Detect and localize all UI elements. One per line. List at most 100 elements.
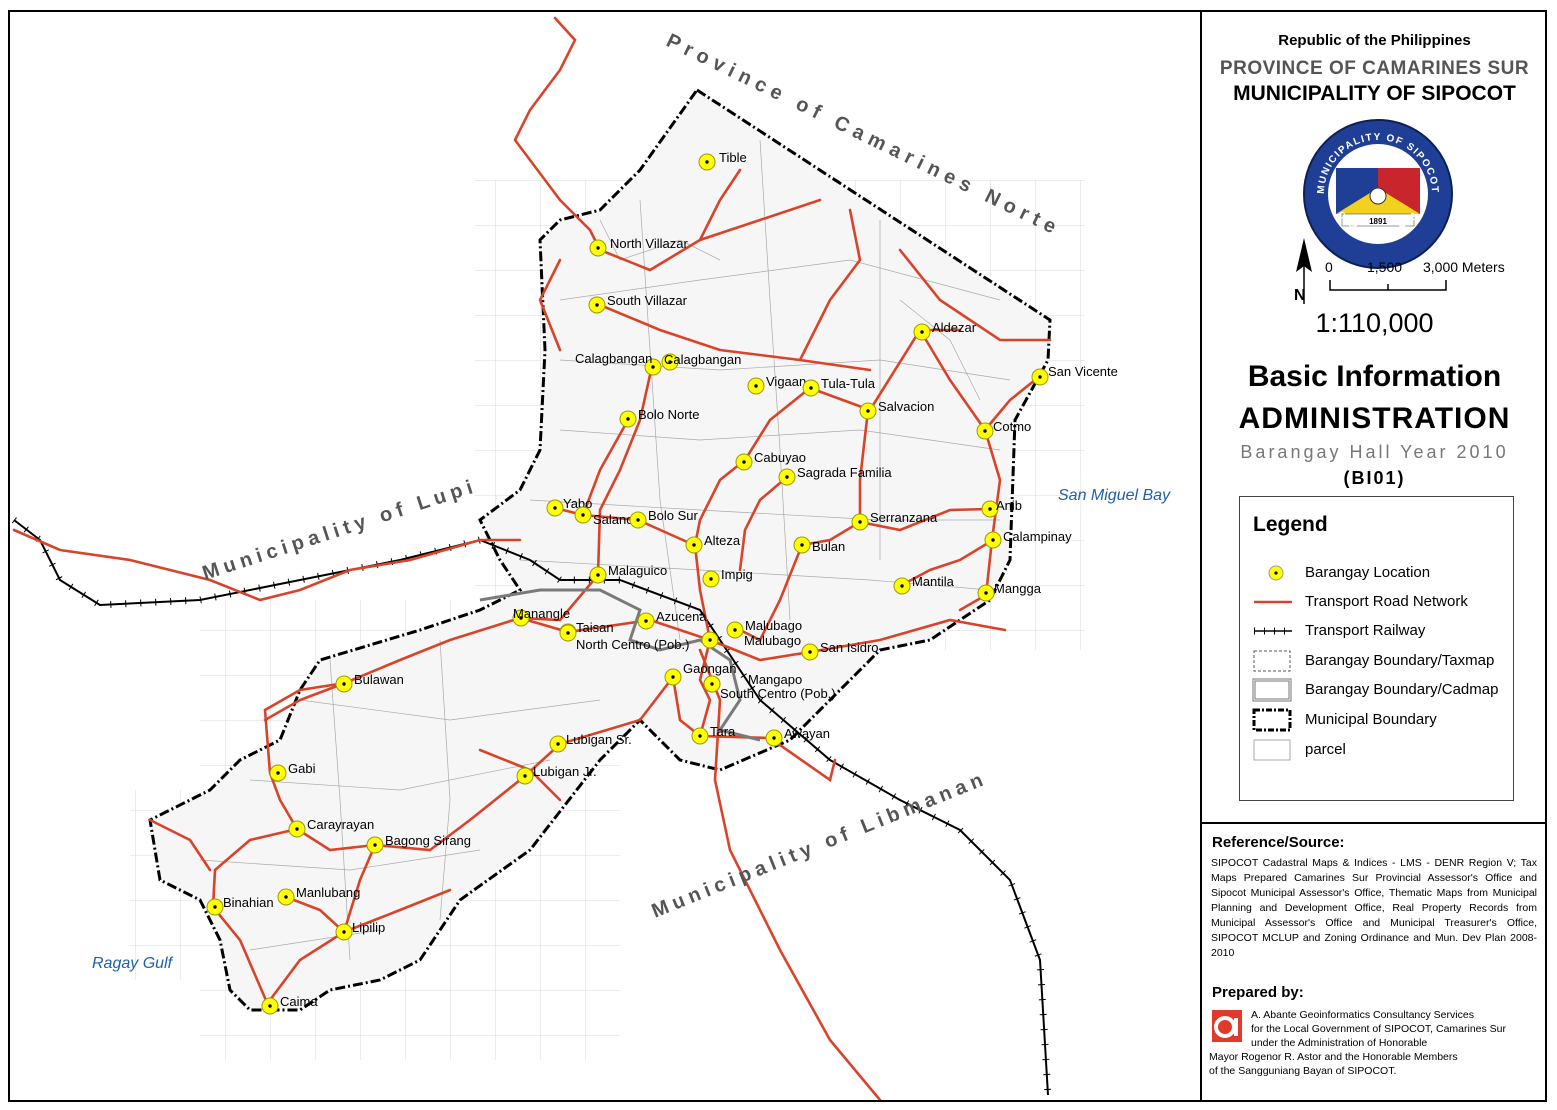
barangay-label: Bolo Norte	[638, 407, 699, 422]
map-frame	[8, 10, 1547, 1102]
barangay-marker[interactable]: Tula-Tula	[802, 376, 876, 397]
barangay-marker[interactable]: South Villazar	[588, 293, 688, 314]
barangay-marker[interactable]: Manangle	[512, 606, 570, 627]
republic-heading: Republic of the Philippines	[1278, 32, 1471, 49]
barangay-marker[interactable]: North Villazar	[589, 236, 688, 257]
barangay-dot-center	[709, 577, 713, 581]
barangay-marker[interactable]: Serranzana	[851, 510, 938, 531]
reference-text: SIPOCOT Cadastral Maps & Indices - LMS -…	[1211, 857, 1537, 959]
barangay-marker[interactable]: San Isidro	[801, 640, 879, 661]
barangay-marker[interactable]: Gabi	[269, 761, 316, 782]
barangay-dot-center	[342, 682, 346, 686]
barangay-label: Cabuyao	[754, 450, 806, 465]
barangay-marker[interactable]: Tible	[698, 150, 747, 171]
barangay-dot-center	[742, 460, 746, 464]
barangay-marker[interactable]: Bolo Sur	[629, 508, 699, 529]
barangay-dot-center	[808, 650, 812, 654]
dashdot-box-icon	[1252, 708, 1292, 732]
barangay-marker[interactable]: South Centro (Pob.)	[703, 675, 836, 701]
barangay-label: Caima	[280, 994, 318, 1009]
barangay-label: North Centro (Pob.)	[576, 637, 689, 652]
barangay-label: Lubigan Sr.	[566, 732, 632, 747]
barangay-marker[interactable]: Bolo Norte	[619, 407, 699, 428]
barangay-dot-center	[705, 160, 709, 164]
barangay-marker[interactable]: Impig	[702, 567, 753, 588]
barangay-dot-center	[284, 895, 288, 899]
barangay-marker[interactable]: Carayrayan	[288, 817, 374, 838]
map-title: Basic Information	[1247, 360, 1502, 393]
barangay-label: Tible	[719, 150, 747, 165]
barangay-marker[interactable]: Alteza	[685, 533, 741, 554]
barangay-label: Tula-Tula	[821, 376, 876, 391]
barangay-dot-center	[295, 827, 299, 831]
barangay-marker[interactable]: Mantila	[893, 574, 955, 595]
barangay-marker[interactable]: Cotmo	[976, 419, 1031, 440]
north-arrow-icon: N	[1294, 238, 1312, 304]
barangay-marker[interactable]: Azucena	[637, 609, 707, 630]
barangay-label: North Villazar	[610, 236, 688, 251]
barangay-dot-center	[651, 365, 655, 369]
barangay-marker[interactable]: Tara	[691, 724, 736, 745]
scale-bar	[1329, 280, 1447, 291]
barangay-marker[interactable]: Malubago	[726, 618, 802, 639]
label-lupi: Municipality of Lupi	[200, 475, 480, 585]
barangay-label: South Centro (Pob.)	[720, 686, 836, 701]
barangay-label: Lipilip	[352, 920, 385, 935]
barangay-label: Malaguico	[608, 563, 667, 578]
barangay-marker[interactable]: Salanda	[574, 506, 641, 527]
barangay-marker[interactable]: Manlubang	[277, 885, 360, 906]
barangay-marker[interactable]: Salvacion	[859, 399, 934, 420]
barangay-marker[interactable]: Aldezar	[913, 320, 977, 341]
barangay-marker[interactable]: Sagrada Familia	[778, 465, 892, 486]
barangay-dot-center	[785, 475, 789, 479]
barangay-marker[interactable]: Binahian	[206, 895, 274, 916]
municipal-seal: 1891 MUNICIPALITY OF SIPOCOT CAMARINES S…	[1303, 119, 1453, 269]
barangay-layer: Tible North Villazar South Villazar Calagba…	[206, 150, 1118, 1015]
barangay-marker[interactable]: Gaongan	[664, 661, 737, 686]
legend-item-parcel: parcel	[1252, 737, 1512, 763]
road-line-icon	[1254, 600, 1292, 604]
barangay-marker[interactable]: Bulawan	[335, 672, 404, 693]
barangay-label: Manlubang	[296, 885, 360, 900]
barangay-dot-center	[519, 616, 523, 620]
barangay-marker[interactable]: San Vicente	[1031, 364, 1118, 386]
barangay-marker[interactable]: Calagbangan	[661, 352, 741, 371]
barangay-marker[interactable]: Bulan	[793, 536, 845, 554]
barangay-marker[interactable]: North Centro (Pob.)	[559, 624, 689, 652]
barangay-label: Calampinay	[1003, 529, 1072, 544]
legend-item-cadmap: Barangay Boundary/Cadmap	[1252, 677, 1512, 703]
barangay-marker[interactable]: Awayan	[765, 726, 830, 747]
barangay-marker[interactable]: Calagbangan	[575, 351, 662, 376]
barangay-dot-center	[595, 303, 599, 307]
barangay-marker[interactable]: Malubago	[701, 631, 801, 649]
map-code: (BI01)	[1343, 468, 1406, 488]
barangay-dot-center	[733, 628, 737, 632]
dashed-box-icon	[1253, 650, 1291, 672]
barangay-marker[interactable]: Caima	[261, 994, 318, 1015]
barangay-label: Taisan	[576, 620, 614, 635]
barangay-dot-center	[668, 360, 672, 364]
barangay-dot-center	[626, 417, 630, 421]
scale-ratio: 1:110,000	[1315, 308, 1434, 338]
river	[479, 588, 761, 742]
barangay-label: Calagbangan	[575, 351, 652, 366]
barangay-marker[interactable]: Lubigan Jr.	[516, 764, 597, 785]
barangay-marker[interactable]: Lubigan Sr.	[549, 732, 632, 753]
barangay-marker[interactable]: Cabuyao	[735, 450, 806, 471]
label-ragay-gulf: Ragay Gulf	[92, 955, 174, 972]
barangay-marker[interactable]: Calampinay	[984, 529, 1072, 549]
barangay-dot-center	[342, 930, 346, 934]
barangay-marker[interactable]: Anib	[981, 498, 1022, 518]
reference-title: Reference/Source:	[1212, 834, 1345, 851]
barangay-marker[interactable]: Mangga	[977, 581, 1042, 602]
barangay-dot-center	[671, 675, 675, 679]
barangay-dot-center	[596, 573, 600, 577]
barangay-marker[interactable]: Lipilip	[335, 920, 385, 941]
scale-tick-1: 1,500	[1367, 259, 1403, 275]
prepared-text: A. Abante Geoinformatics Consultancy Ser…	[1251, 1009, 1507, 1049]
barangay-marker[interactable]: Vigaan	[747, 374, 806, 395]
barangay-label: San Vicente	[1048, 364, 1118, 379]
barangay-marker[interactable]: Malaguico	[589, 563, 667, 584]
legend-item-railway: Transport Railway	[1252, 618, 1512, 644]
barangay-marker[interactable]: Bagong Sirang	[366, 833, 471, 854]
